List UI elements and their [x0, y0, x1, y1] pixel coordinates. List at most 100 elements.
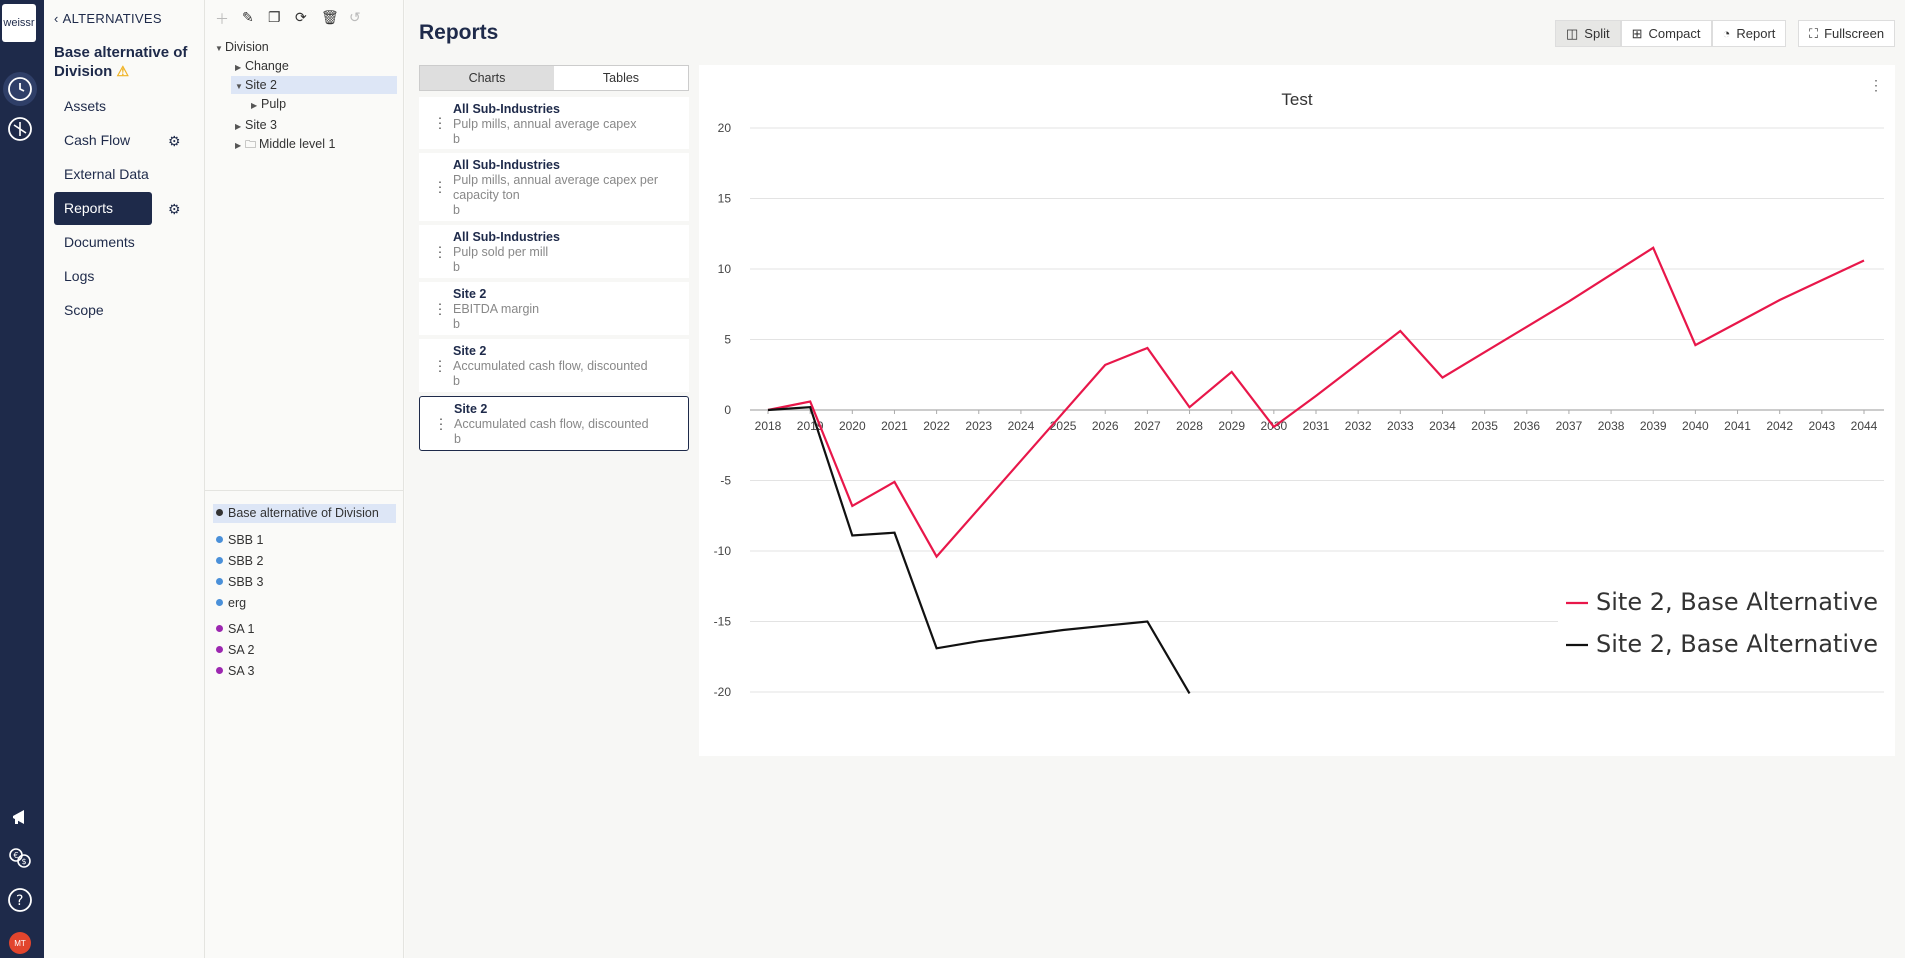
kebab-menu-icon[interactable]: ⋮	[433, 300, 447, 316]
y-tick-label: 10	[718, 262, 732, 276]
scenario-sbb-3[interactable]: SBB 3	[216, 573, 263, 592]
kebab-menu-icon[interactable]: ⋮	[434, 415, 448, 431]
report-icon: ◔	[1722, 26, 1731, 41]
y-tick-label: -15	[714, 615, 732, 629]
tree-panel: ＋ ✎ ❐ ⟳ 🗑 ↺ ▼ Division ▶ Change ▼ Site 2 ▶ P…	[205, 0, 404, 958]
tree-node-site-2[interactable]: ▼ Site 2	[231, 76, 397, 94]
nav-item-scope[interactable]: Scope	[64, 302, 104, 318]
x-tick-label: 2031	[1303, 419, 1330, 433]
copy-icon[interactable]: ❐	[268, 9, 281, 25]
scenario-sa-2[interactable]: SA 2	[216, 641, 254, 660]
dashboard-icon[interactable]	[3, 112, 37, 146]
kebab-menu-icon[interactable]: ⋮	[433, 357, 447, 373]
legend-box	[1558, 585, 1888, 669]
nav-item-reports[interactable]: Reports	[54, 192, 152, 225]
currency-exchange-icon[interactable]: € $	[3, 841, 37, 875]
back-to-alternatives-link[interactable]: ‹ ALTERNATIVES	[54, 11, 162, 26]
x-tick-label: 2028	[1176, 419, 1203, 433]
tree-node-site-3[interactable]: ▶ Site 3	[235, 116, 277, 134]
scenario-dot-icon	[216, 536, 223, 543]
x-tick-label: 2032	[1345, 419, 1372, 433]
refresh-icon[interactable]: ⟳	[295, 9, 307, 25]
warning-icon[interactable]: ⚠	[116, 63, 130, 79]
fullscreen-button[interactable]: ⛶ Fullscreen	[1798, 20, 1896, 47]
report-card[interactable]: ⋮ Site 2 Accumulated cash flow, discount…	[419, 339, 689, 392]
tab-tables[interactable]: Tables	[602, 71, 640, 85]
tree-node-division[interactable]: ▼ Division	[215, 38, 269, 56]
add-icon[interactable]: ＋	[215, 11, 229, 27]
trash-icon[interactable]: 🗑	[321, 9, 339, 25]
split-icon: ◫	[1566, 25, 1579, 41]
x-tick-label: 2040	[1682, 419, 1709, 433]
view-compact-button[interactable]: ⊞ Compact	[1620, 20, 1712, 47]
report-card[interactable]: ⋮ All Sub-Industries Pulp mills, annual …	[419, 97, 689, 149]
x-tick-label: 2026	[1092, 419, 1119, 433]
x-tick-label: 2044	[1851, 419, 1878, 433]
x-tick-label: 2023	[965, 419, 992, 433]
main-area: Reports ◫ Split ⊞ Compact ◔ Report ⛶ Fullscr…	[405, 0, 1905, 958]
edit-pencil-icon[interactable]: ✎	[242, 9, 254, 25]
scenario-sa-3[interactable]: SA 3	[216, 662, 254, 681]
svg-text:€: €	[14, 851, 19, 860]
caret-right-icon[interactable]: ▶	[235, 122, 242, 131]
scenario-erg[interactable]: erg	[216, 594, 246, 613]
y-tick-label: -20	[714, 685, 732, 699]
scenario-dot-icon	[216, 625, 223, 632]
help-icon[interactable]: ?	[3, 883, 37, 917]
report-card[interactable]: ⋮ All Sub-Industries Pulp sold per mill …	[419, 225, 689, 278]
x-tick-label: 2035	[1471, 419, 1498, 433]
app-logo[interactable]: weissr	[2, 4, 36, 42]
kebab-menu-icon[interactable]: ⋮	[433, 243, 447, 259]
y-tick-label: -10	[714, 544, 732, 558]
scenario-sa-1[interactable]: SA 1	[216, 620, 254, 639]
x-tick-label: 2022	[923, 419, 950, 433]
tab-charts[interactable]: Charts	[420, 66, 554, 90]
reports-settings-gear-icon[interactable]: ⚙	[168, 201, 181, 217]
nav-item-assets[interactable]: Assets	[64, 98, 107, 114]
nav-item-documents[interactable]: Documents	[64, 234, 135, 250]
tree-node-change[interactable]: ▶ Change	[235, 57, 289, 75]
x-tick-label: 2027	[1134, 419, 1161, 433]
legend-label: Site 2, Base Alternative	[1596, 588, 1878, 616]
announce-icon[interactable]	[3, 800, 37, 834]
nav-item-external-data[interactable]: External Data	[64, 166, 149, 182]
scenario-base[interactable]: Base alternative of Division	[213, 504, 396, 523]
cash-flow-settings-gear-icon[interactable]: ⚙	[168, 133, 181, 149]
kebab-menu-icon[interactable]: ⋮	[433, 114, 447, 131]
kebab-menu-icon[interactable]: ⋮	[433, 178, 447, 195]
view-mode-switch: ◫ Split ⊞ Compact ◔ Report	[1555, 20, 1787, 47]
x-tick-label: 2042	[1766, 419, 1793, 433]
y-tick-label: 0	[724, 403, 731, 417]
view-report-button[interactable]: ◔ Report	[1711, 20, 1787, 47]
avatar[interactable]: MT	[9, 932, 31, 954]
report-card[interactable]: ⋮ All Sub-Industries Pulp mills, annual …	[419, 153, 689, 221]
nav-item-logs[interactable]: Logs	[64, 268, 95, 284]
app-rail: weissr € $ ? MT	[0, 0, 44, 958]
caret-right-icon[interactable]: ▶	[235, 141, 242, 150]
scenario-sbb-1[interactable]: SBB 1	[216, 531, 263, 550]
chevron-left-icon: ‹	[54, 11, 59, 26]
tree-node-middle-level-1[interactable]: ▶ 🗀 Middle level 1	[235, 135, 335, 153]
caret-right-icon[interactable]: ▶	[251, 101, 258, 110]
legend-label: Site 2, Base Alternative	[1596, 630, 1878, 658]
report-card[interactable]: ⋮ Site 2 EBITDA margin b	[419, 282, 689, 335]
caret-down-icon[interactable]: ▼	[235, 82, 243, 91]
chart-panel: ⋮ Test 20 15 10 5 0 -5 -10 -15 -20 2018 2019 2020 202…	[699, 65, 1895, 756]
nav-item-cash-flow[interactable]: Cash Flow	[64, 132, 131, 148]
view-split-button[interactable]: ◫ Split	[1555, 20, 1621, 47]
scenario-sbb-2[interactable]: SBB 2	[216, 552, 263, 571]
chart-menu-icon[interactable]: ⋮	[1869, 77, 1883, 93]
report-card-selected[interactable]: ⋮ Site 2 Accumulated cash flow, discount…	[419, 396, 689, 451]
x-tick-label: 2033	[1387, 419, 1414, 433]
folder-icon: 🗀	[245, 139, 256, 151]
undo-icon[interactable]: ↺	[349, 9, 361, 25]
y-tick-label: 20	[718, 121, 732, 135]
history-icon[interactable]	[3, 72, 37, 106]
x-tick-label: 2029	[1218, 419, 1245, 433]
x-tick-label: 2020	[839, 419, 866, 433]
caret-down-icon[interactable]: ▼	[215, 44, 223, 53]
caret-right-icon[interactable]: ▶	[235, 63, 242, 72]
alternative-title: Base alternative of Division ⚠	[54, 44, 188, 80]
tree-node-pulp[interactable]: ▶ Pulp	[251, 95, 286, 113]
scenario-dot-icon	[216, 578, 223, 585]
